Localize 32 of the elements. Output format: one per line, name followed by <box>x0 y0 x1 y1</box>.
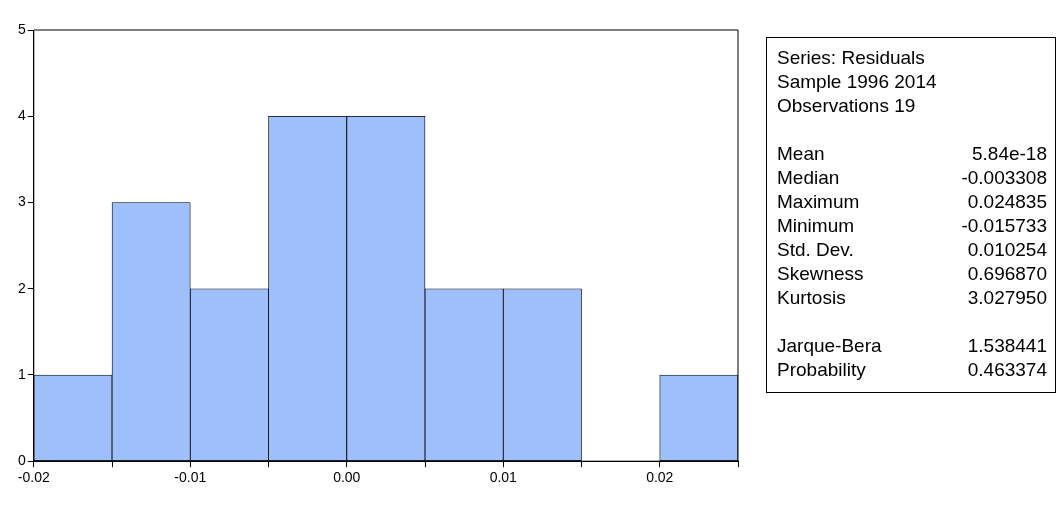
text: Minimum <box>777 214 855 238</box>
y-tick-label: 3 <box>17 193 26 210</box>
y-tick-label: 2 <box>17 279 26 296</box>
text: Median <box>777 166 840 190</box>
text: Observations 19 <box>777 94 917 118</box>
text: Maximum <box>777 190 860 214</box>
text: Kurtosis <box>777 286 846 310</box>
text: Skewness <box>777 262 864 286</box>
text: 0.696870 <box>967 262 1047 286</box>
text: Std. Dev. <box>777 238 854 262</box>
x-tick-label: 0.02 <box>646 469 674 486</box>
text: 0.010254 <box>967 238 1047 262</box>
y-tick-label: 4 <box>17 107 26 124</box>
text: -0.003308 <box>961 166 1047 190</box>
y-tick-label: 1 <box>17 365 26 382</box>
text: Probability <box>777 358 866 382</box>
text: Mean <box>777 142 825 166</box>
y-tick-label: 5 <box>17 20 26 37</box>
y-tick-label: 0 <box>17 452 26 469</box>
x-tick-label: 0.01 <box>489 469 518 486</box>
text: Series: Residuals <box>777 46 926 70</box>
text: 0.463374 <box>967 358 1047 382</box>
text: 3.027950 <box>967 286 1047 310</box>
text: 0.024835 <box>967 190 1047 214</box>
x-tick-label: -0.02 <box>17 469 50 486</box>
text: -0.015733 <box>961 214 1047 238</box>
x-tick-label: -0.01 <box>174 469 207 486</box>
x-tick-label: 0.00 <box>333 469 361 486</box>
text: 1.538441 <box>967 334 1047 358</box>
text: 5.84e-18 <box>971 142 1047 166</box>
text: Jarque-Bera <box>777 334 882 358</box>
text: Sample 1996 2014 <box>777 70 938 94</box>
